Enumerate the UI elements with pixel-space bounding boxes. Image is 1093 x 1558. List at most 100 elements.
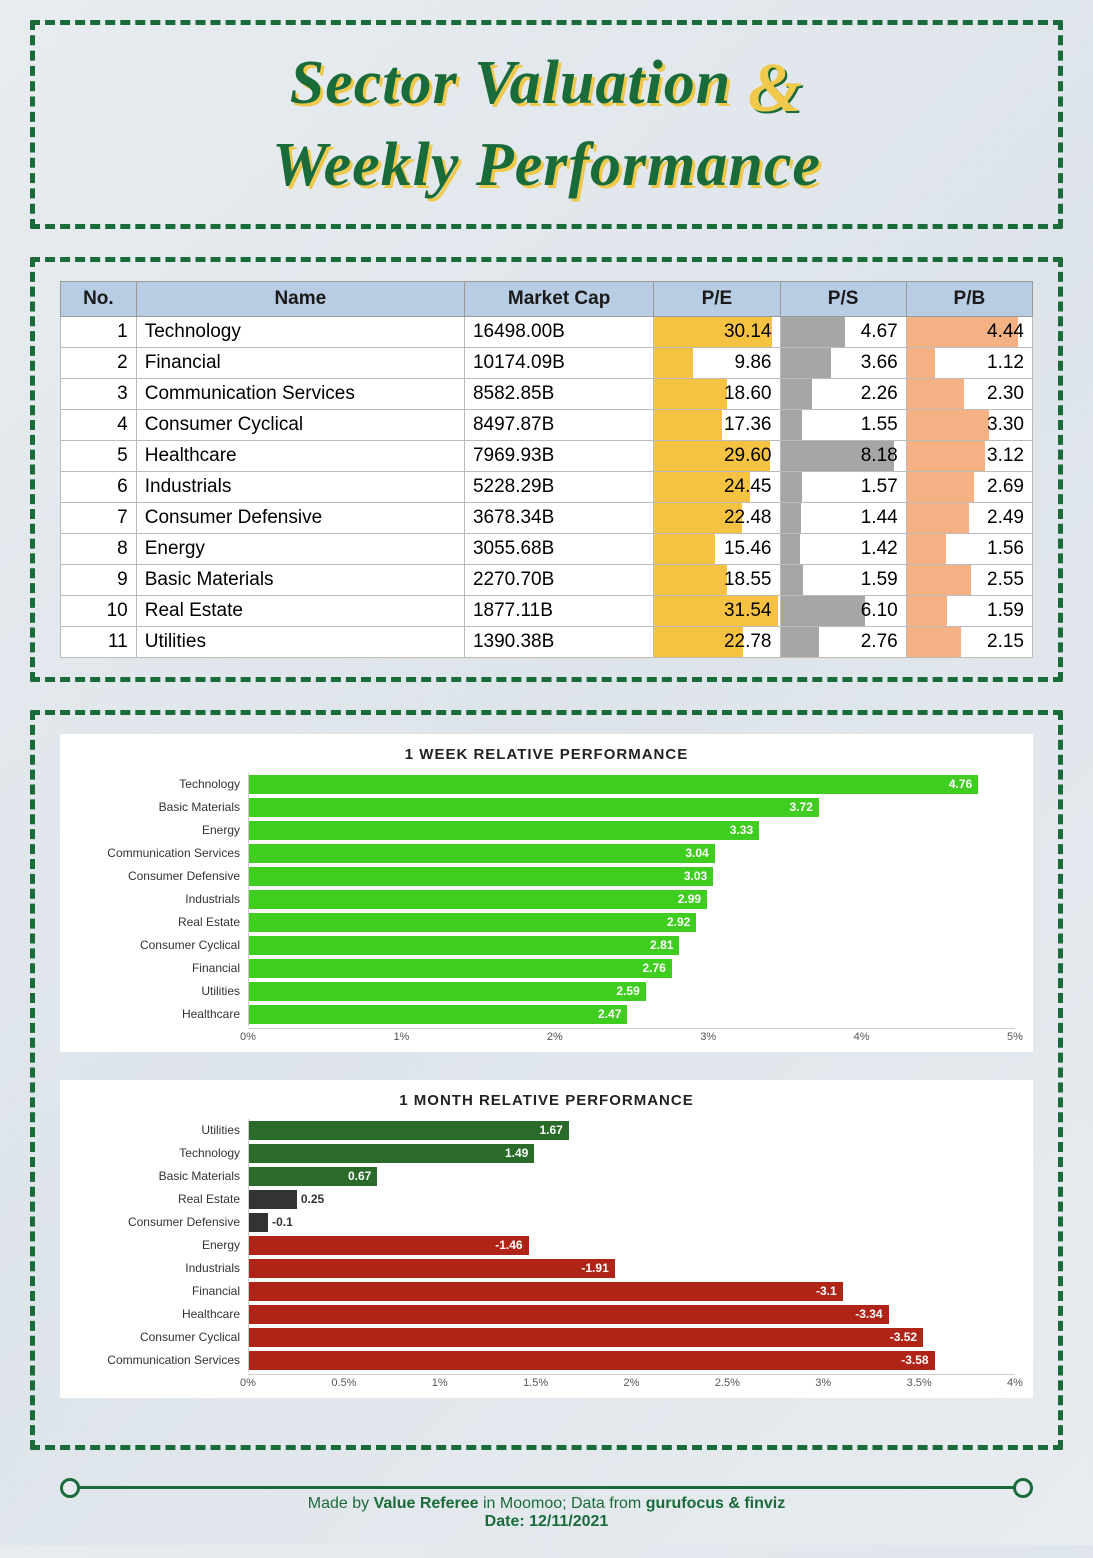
cell-no: 3 [61, 378, 137, 409]
bar-track: 2.76 [248, 957, 1015, 980]
bar-fill: 0.25 [249, 1190, 297, 1209]
table-row: 9Basic Materials2270.70B18.551.592.55 [61, 564, 1033, 595]
chart-bar-row: Real Estate0.25 [78, 1188, 1015, 1211]
ratio-cell: 1.56 [906, 533, 1032, 564]
bar-fill: 1.67 [249, 1121, 569, 1140]
cell-mcap: 8582.85B [464, 378, 653, 409]
ratio-cell: 2.15 [906, 626, 1032, 657]
cell-no: 1 [61, 316, 137, 347]
bar-track: 3.03 [248, 865, 1015, 888]
bar-label: Energy [78, 823, 248, 837]
ratio-cell: 1.42 [780, 533, 906, 564]
axis-tick: 0% [240, 1377, 256, 1389]
ratio-cell: 2.69 [906, 471, 1032, 502]
cell-name: Real Estate [136, 595, 464, 626]
bar-track: -0.1 [248, 1211, 1015, 1234]
chart-bar-row: Communication Services3.04 [78, 842, 1015, 865]
chart-bar-row: Financial-3.1 [78, 1280, 1015, 1303]
bar-fill: 3.33 [249, 821, 759, 840]
table-row: 11Utilities1390.38B22.782.762.15 [61, 626, 1033, 657]
axis-tick: 0% [240, 1031, 256, 1043]
bar-track: -3.52 [248, 1326, 1015, 1349]
charts-panel: 1 WEEK RELATIVE PERFORMANCE Technology4.… [30, 710, 1063, 1450]
bar-fill: 2.47 [249, 1005, 627, 1024]
axis-tick: 5% [1007, 1031, 1023, 1043]
bar-fill: 2.92 [249, 913, 696, 932]
bar-track: 4.76 [248, 773, 1015, 796]
table-row: 8Energy3055.68B15.461.421.56 [61, 533, 1033, 564]
bar-track: 3.72 [248, 796, 1015, 819]
bar-value: -3.1 [810, 1284, 843, 1298]
bar-value: 3.72 [784, 800, 819, 814]
bar-value: 3.03 [678, 869, 713, 883]
title-ampersand: & [748, 50, 803, 127]
table-row: 6Industrials5228.29B24.451.572.69 [61, 471, 1033, 502]
bar-value: 2.47 [592, 1007, 627, 1021]
chart-bar-row: Utilities2.59 [78, 980, 1015, 1003]
chart-bar-row: Consumer Cyclical-3.52 [78, 1326, 1015, 1349]
bar-value: 2.92 [661, 915, 696, 929]
bar-fill: 3.04 [249, 844, 715, 863]
footer-date-label: Date: [485, 1513, 529, 1530]
cell-name: Consumer Defensive [136, 502, 464, 533]
bar-track: -3.1 [248, 1280, 1015, 1303]
bar-fill: 2.59 [249, 982, 646, 1001]
bar-fill: 2.99 [249, 890, 707, 909]
week-chart-axis: 0%1%2%3%4%5% [78, 1028, 1015, 1044]
cell-name: Utilities [136, 626, 464, 657]
col-header-mcap: Market Cap [464, 281, 653, 316]
ratio-cell: 4.67 [780, 316, 906, 347]
cell-no: 10 [61, 595, 137, 626]
axis-tick: 4% [854, 1031, 870, 1043]
ratio-cell: 18.60 [654, 378, 780, 409]
month-chart-title: 1 MONTH RELATIVE PERFORMANCE [78, 1092, 1015, 1109]
cell-mcap: 16498.00B [464, 316, 653, 347]
footer-author: Value Referee [374, 1495, 479, 1512]
bar-label: Communication Services [78, 846, 248, 860]
chart-bar-row: Energy3.33 [78, 819, 1015, 842]
chart-bar-row: Technology4.76 [78, 773, 1015, 796]
cell-name: Basic Materials [136, 564, 464, 595]
bar-track: -3.58 [248, 1349, 1015, 1372]
week-chart-title: 1 WEEK RELATIVE PERFORMANCE [78, 746, 1015, 763]
bar-value: 2.76 [636, 961, 671, 975]
ratio-cell: 18.55 [654, 564, 780, 595]
bar-track: 2.59 [248, 980, 1015, 1003]
cell-no: 2 [61, 347, 137, 378]
cell-name: Energy [136, 533, 464, 564]
bar-label: Real Estate [78, 915, 248, 929]
footer: Made by Value Referee in Moomoo; Data fr… [30, 1478, 1063, 1535]
table-row: 10Real Estate1877.11B31.546.101.59 [61, 595, 1033, 626]
ratio-cell: 22.48 [654, 502, 780, 533]
bar-fill: -3.52 [249, 1328, 923, 1347]
bar-label: Consumer Defensive [78, 869, 248, 883]
ratio-cell: 30.14 [654, 316, 780, 347]
bar-value: 0.25 [297, 1192, 324, 1206]
ratio-cell: 6.10 [780, 595, 906, 626]
ratio-cell: 1.59 [906, 595, 1032, 626]
cell-mcap: 5228.29B [464, 471, 653, 502]
chart-bar-row: Consumer Cyclical 2.81 [78, 934, 1015, 957]
bar-value: 2.81 [644, 938, 679, 952]
chart-bar-row: Energy-1.46 [78, 1234, 1015, 1257]
bar-label: Technology [78, 777, 248, 791]
bar-track: 3.04 [248, 842, 1015, 865]
bar-track: 2.92 [248, 911, 1015, 934]
valuation-panel: No. Name Market Cap P/E P/S P/B 1Technol… [30, 257, 1063, 682]
bar-label: Basic Materials [78, 800, 248, 814]
cell-no: 7 [61, 502, 137, 533]
col-header-ps: P/S [780, 281, 906, 316]
chart-bar-row: Industrials-1.91 [78, 1257, 1015, 1280]
cell-no: 11 [61, 626, 137, 657]
axis-tick: 0.5% [331, 1377, 356, 1389]
week-chart: 1 WEEK RELATIVE PERFORMANCE Technology4.… [60, 734, 1033, 1052]
bar-value: -3.34 [849, 1307, 888, 1321]
bar-track: 2.47 [248, 1003, 1015, 1026]
ratio-cell: 15.46 [654, 533, 780, 564]
ratio-cell: 4.44 [906, 316, 1032, 347]
month-chart: 1 MONTH RELATIVE PERFORMANCE Utilities1.… [60, 1080, 1033, 1398]
footer-sources: gurufocus & finviz [646, 1495, 786, 1512]
bar-track: -3.34 [248, 1303, 1015, 1326]
bar-label: Consumer Cyclical [78, 938, 248, 952]
ratio-cell: 1.55 [780, 409, 906, 440]
